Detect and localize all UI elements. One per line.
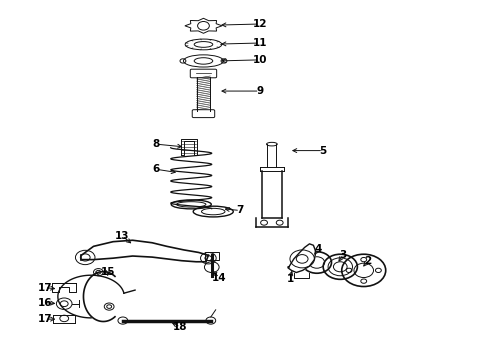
Text: 6: 6: [152, 164, 160, 174]
Polygon shape: [288, 244, 316, 273]
Text: 11: 11: [252, 38, 267, 48]
Text: 17: 17: [37, 314, 52, 324]
Text: 15: 15: [101, 267, 116, 277]
Text: 4: 4: [315, 244, 322, 254]
Text: 7: 7: [237, 206, 244, 216]
Polygon shape: [181, 139, 196, 155]
Text: 10: 10: [252, 55, 267, 65]
Text: 18: 18: [173, 322, 188, 332]
Text: 8: 8: [152, 139, 160, 149]
Text: 2: 2: [365, 256, 372, 266]
Text: 5: 5: [319, 145, 327, 156]
Text: 1: 1: [286, 274, 294, 284]
Text: 13: 13: [115, 231, 129, 240]
Text: 17: 17: [37, 283, 52, 293]
Text: 16: 16: [37, 298, 52, 308]
Text: 14: 14: [212, 273, 227, 283]
Text: 12: 12: [252, 19, 267, 29]
Polygon shape: [52, 283, 76, 292]
Text: 9: 9: [256, 86, 263, 96]
Text: 3: 3: [339, 250, 346, 260]
